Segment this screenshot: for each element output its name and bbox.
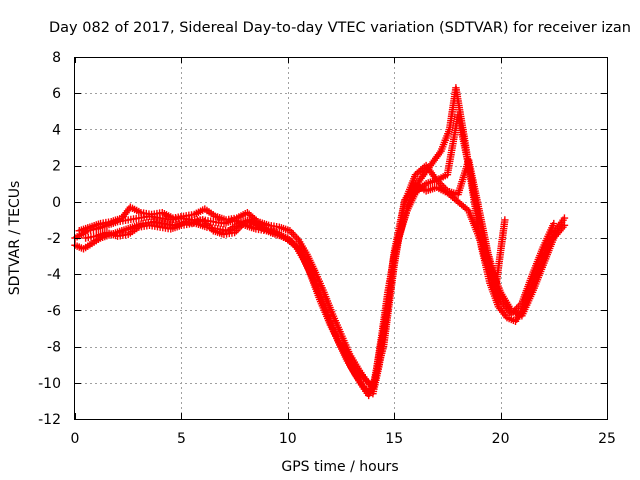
data-point [560,214,569,222]
data-point [560,221,569,230]
chart-title: Day 082 of 2017, Sidereal Day-to-day VTE… [49,20,631,36]
data-point [550,219,558,228]
y-tick-label: -10 [38,376,61,392]
x-tick-label: 10 [279,431,297,447]
y-tick-labels: -12 -10 -8 -6 -4 -2 0 2 4 6 8 [38,50,61,428]
grid-lines [75,57,607,419]
y-tick-label: -12 [38,412,61,428]
plot-frame [74,57,608,420]
x-tick-label: 20 [492,431,510,447]
y-tick-label: -4 [47,267,61,283]
x-tick-label: 5 [177,431,186,447]
data-points [71,84,569,400]
x-tick-label: 0 [71,431,80,447]
y-axis-label: SDTVAR / TECUs [7,181,23,296]
y-tick-label: 0 [52,195,61,211]
x-tick-labels: 0 5 10 15 20 25 [71,431,616,447]
data-point [501,216,509,224]
y-tick-label: -2 [47,231,61,247]
y-tick-label: 8 [52,50,61,66]
y-tick-label: -8 [47,340,61,356]
x-axis-label: GPS time / hours [281,459,398,475]
y-tick-label: 2 [52,159,61,175]
y-tick-label: -6 [47,303,61,319]
y-tick-label: 4 [52,122,61,138]
x-tick-label: 25 [598,431,616,447]
axis-ticks [75,57,608,420]
x-tick-label: 15 [385,431,403,447]
y-tick-label: 6 [52,86,61,102]
